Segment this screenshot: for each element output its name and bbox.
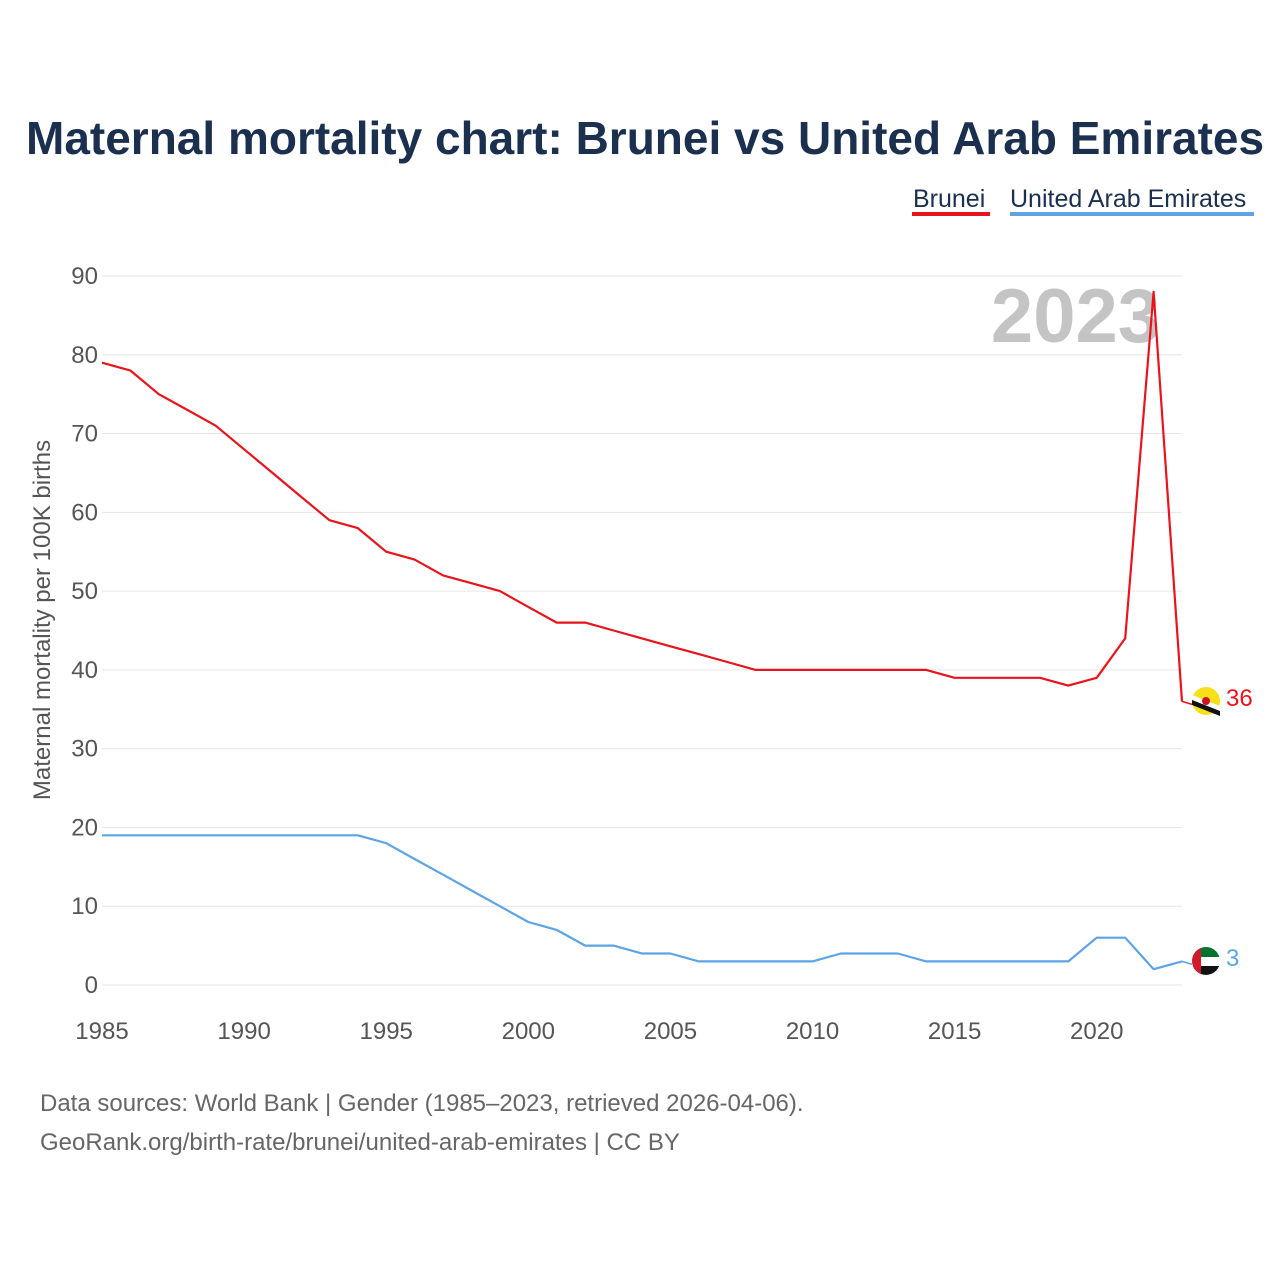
legend-label-brunei[interactable]: Brunei — [913, 185, 985, 213]
y-tick-label: 40 — [71, 657, 98, 684]
chart-title: Maternal mortality chart: Brunei vs Unit… — [26, 112, 1264, 164]
x-tick-label: 2000 — [502, 1018, 555, 1045]
grid — [102, 275, 1182, 986]
x-tick-label: 2020 — [1070, 1018, 1123, 1045]
y-tick-label: 80 — [71, 342, 98, 369]
y-tick-label: 90 — [71, 263, 98, 290]
brunei-flag-icon — [1192, 687, 1220, 716]
end-value-uae: 3 — [1226, 945, 1239, 972]
footer-sources: Data sources: World Bank | Gender (1985–… — [40, 1090, 804, 1117]
uae-flag-icon — [1192, 947, 1220, 975]
y-axis-ticks: 0 10 20 30 40 50 60 70 80 90 — [71, 263, 98, 999]
y-axis-label: Maternal mortality per 100K births — [29, 440, 56, 800]
series-line-united-arab-emirates[interactable] — [102, 834, 1183, 971]
y-tick-label: 50 — [71, 578, 98, 605]
x-tick-label: 1990 — [217, 1018, 270, 1045]
year-watermark: 2023 — [991, 274, 1160, 359]
y-tick-label: 30 — [71, 736, 98, 763]
y-tick-label: 60 — [71, 499, 98, 526]
y-tick-label: 10 — [71, 893, 98, 920]
legend-item-brunei[interactable]: Brunei — [912, 185, 990, 216]
end-connector-0 — [1181, 700, 1193, 706]
end-connector-1 — [1181, 960, 1193, 966]
x-tick-label: 1985 — [75, 1018, 128, 1045]
legend-item-uae[interactable]: United Arab Emirates — [1010, 185, 1254, 216]
x-tick-label: 2010 — [786, 1018, 839, 1045]
y-tick-label: 20 — [71, 814, 98, 841]
series — [101, 290, 1193, 971]
x-axis-ticks: 1985 1990 1995 2000 2005 2010 2015 2020 — [75, 1018, 1123, 1045]
legend: Brunei United Arab Emirates — [912, 185, 1254, 216]
legend-label-uae[interactable]: United Arab Emirates — [1010, 185, 1246, 213]
y-tick-label: 70 — [71, 421, 98, 448]
end-value-brunei: 36 — [1226, 685, 1253, 712]
y-tick-label: 0 — [85, 972, 98, 999]
footer-link[interactable]: GeoRank.org/birth-rate/brunei/united-ara… — [40, 1129, 680, 1156]
x-tick-label: 2005 — [644, 1018, 697, 1045]
x-tick-label: 1995 — [360, 1018, 413, 1045]
series-line-brunei[interactable] — [101, 290, 1184, 702]
x-tick-label: 2015 — [928, 1018, 981, 1045]
